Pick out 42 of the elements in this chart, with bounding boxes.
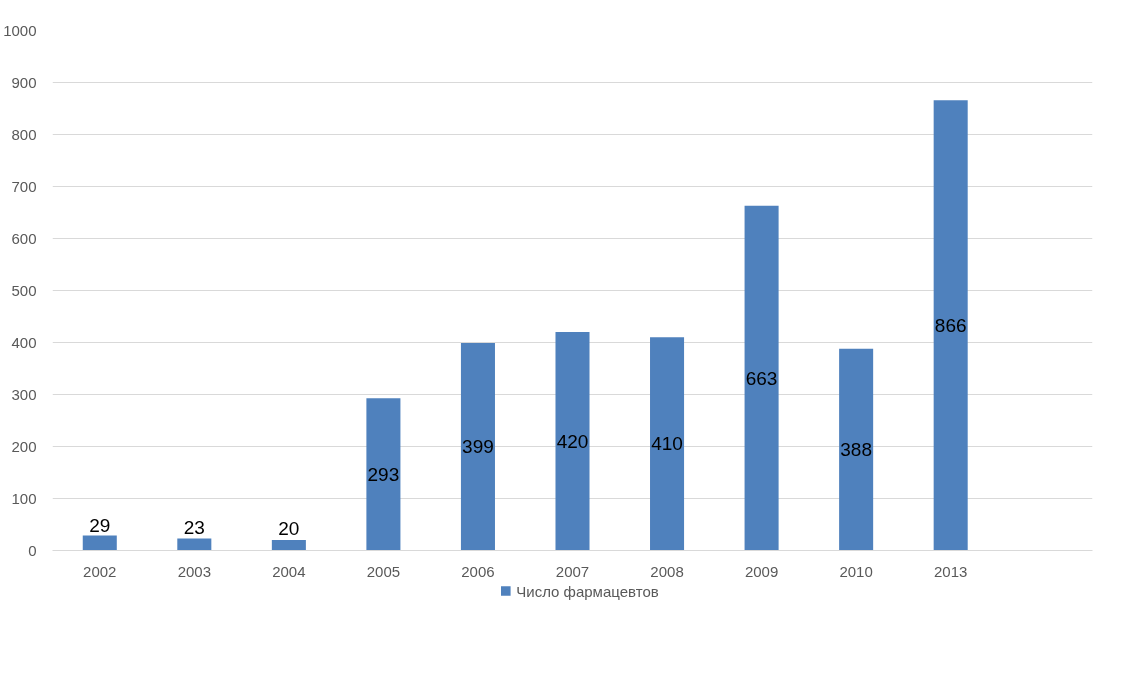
x-tick-label: 2005: [366, 562, 401, 580]
y-tick-label: 200: [11, 437, 37, 455]
y-tick-label: 700: [11, 177, 37, 195]
x-tick-label: 2006: [461, 562, 495, 580]
data-label: 410: [651, 433, 683, 455]
y-tick-label: 600: [11, 229, 37, 247]
bar: [177, 538, 212, 551]
bar: [271, 540, 306, 551]
y-tick-label: 500: [11, 281, 37, 299]
legend-label: Число фармацевтов: [516, 582, 659, 599]
bar: [460, 343, 495, 551]
x-tick-label: 2003: [177, 562, 212, 580]
y-tick-label: 800: [11, 125, 37, 143]
data-label: 293: [367, 463, 400, 485]
y-tick-label: 900: [11, 73, 37, 91]
bar: [650, 337, 685, 551]
data-label: 420: [556, 430, 589, 452]
y-tick-label: 400: [11, 333, 37, 351]
x-tick-label: 2013: [934, 562, 968, 580]
data-label: 23: [183, 517, 205, 539]
bar: [555, 332, 590, 551]
bar: [744, 205, 779, 551]
y-tick-label: 0: [28, 541, 37, 559]
y-tick-label: 1000: [3, 21, 37, 39]
data-label: 866: [934, 314, 967, 336]
data-label: 399: [462, 436, 494, 458]
x-tick-label: 2007: [555, 562, 590, 580]
y-tick-label: 300: [11, 385, 37, 403]
bar: [933, 100, 968, 551]
bar: [82, 535, 117, 551]
bar: [366, 398, 401, 551]
x-tick-label: 2008: [650, 562, 684, 580]
y-tick-label: 100: [11, 489, 37, 507]
data-label: 29: [89, 515, 111, 537]
data-label: 663: [745, 367, 778, 389]
x-tick-label: 2002: [83, 562, 117, 580]
data-label: 388: [840, 439, 872, 461]
data-label: 20: [278, 517, 300, 539]
x-tick-label: 2010: [839, 562, 873, 580]
x-tick-label: 2009: [744, 562, 779, 580]
x-tick-label: 2004: [272, 562, 306, 580]
bar: [839, 348, 874, 551]
